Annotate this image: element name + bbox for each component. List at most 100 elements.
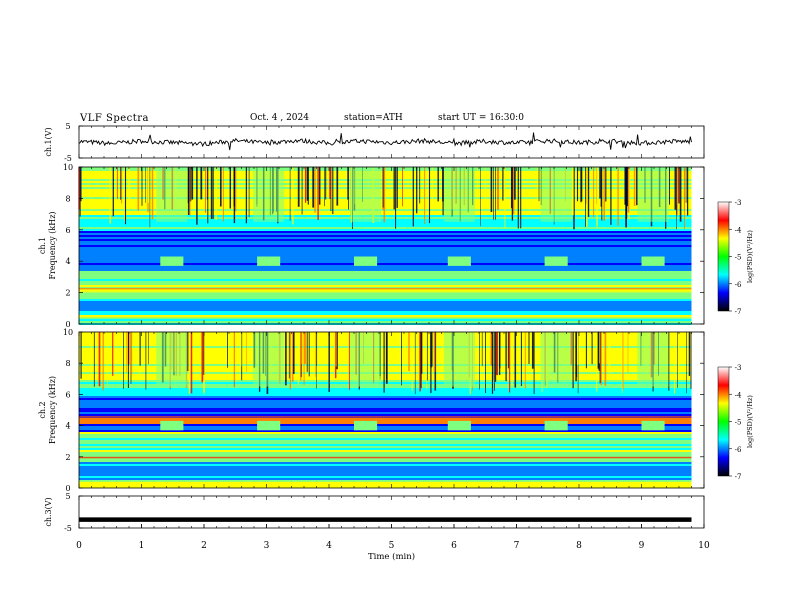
spectrogram-row	[79, 285, 692, 287]
ch1-voltage-panel: 5 -5 ch.1(V)	[44, 122, 705, 163]
spectrogram-row	[79, 195, 692, 197]
spectrogram-row	[79, 229, 692, 231]
figure-title: VLF Spectra	[80, 113, 150, 124]
burst-glow	[253, 167, 285, 222]
spectrogram-row	[79, 472, 692, 474]
y-tick-label: 6	[65, 226, 70, 235]
spectrogram-row	[79, 466, 692, 468]
spectrogram-row	[79, 187, 692, 189]
spectrogram-row	[79, 297, 692, 299]
burst-glow	[156, 167, 188, 222]
spectrogram-row	[79, 321, 692, 323]
burst-glow	[443, 332, 475, 387]
burst-glow	[253, 332, 285, 387]
y-tick-label: 5	[65, 122, 70, 131]
transmitter-burst	[160, 420, 184, 431]
spectrogram-row	[79, 432, 692, 434]
transmitter-burst	[544, 420, 568, 431]
spectrogram-row	[79, 239, 692, 241]
spectrogram-row	[79, 350, 692, 352]
spectrogram-row	[79, 438, 692, 440]
spectrogram-row	[79, 342, 692, 344]
spectrogram-row	[79, 410, 692, 412]
spectrogram-row	[79, 245, 692, 247]
header-station: station=ATH	[344, 113, 403, 123]
spectrogram-row	[79, 279, 692, 281]
spectrogram-row	[79, 360, 692, 362]
spectrogram-row	[79, 197, 692, 199]
spectrogram-row	[79, 217, 692, 219]
transmitter-burst	[354, 256, 378, 266]
y-tick-label: -5	[64, 154, 72, 163]
y-tick-label: 2	[65, 453, 70, 462]
spectrogram-row	[79, 344, 692, 346]
y-axis-label: ch.1(V)	[44, 127, 53, 156]
spectrogram-row	[79, 179, 692, 181]
spectrogram-row	[79, 486, 692, 488]
spectrogram-row	[79, 209, 692, 211]
spectrogram-row	[79, 400, 692, 402]
x-tick-label: 0	[76, 541, 82, 551]
y-tick-label: 0	[65, 320, 70, 329]
colorbar-label: log(PSD)(V²/Hz)	[746, 395, 754, 448]
spectrogram-row	[79, 376, 692, 378]
spectrogram-row	[79, 484, 692, 486]
spectrogram-row	[79, 454, 692, 456]
spectrogram-row	[79, 305, 692, 307]
spectrogram-row	[79, 171, 692, 173]
spectrogram-row	[79, 406, 692, 408]
spectrogram-row	[79, 464, 692, 466]
spectrogram-row	[79, 207, 692, 209]
spectrogram-row	[79, 225, 692, 227]
spectrogram-row	[79, 203, 692, 205]
narrowband-line	[79, 287, 692, 290]
colorbar-tick-label: -4	[735, 226, 742, 234]
burst-glow	[350, 167, 382, 222]
transmitter-burst	[447, 256, 471, 266]
spectrogram-row	[79, 301, 692, 303]
spectrogram-row	[79, 319, 692, 321]
spectrogram-row	[79, 227, 692, 229]
spectrogram-row	[79, 173, 692, 175]
spectrogram-row	[79, 231, 692, 233]
spectrogram-row	[79, 352, 692, 354]
spectrogram-row	[79, 442, 692, 444]
y-axis-label: ch.1	[38, 237, 47, 254]
transmitter-burst	[447, 420, 471, 431]
panel-frame	[78, 495, 705, 529]
narrowband-line	[79, 481, 692, 484]
colorbar-gradient	[717, 366, 730, 477]
spectrogram-row	[79, 424, 692, 426]
spectrogram-row	[79, 382, 692, 384]
header-date: Oct. 4 , 2024	[250, 113, 309, 123]
colorbar-tick-label: -4	[735, 391, 742, 399]
spectrogram-row	[79, 213, 692, 215]
x-tick-label: 4	[326, 541, 332, 551]
spectrogram-row	[79, 370, 692, 372]
spectrogram-row	[79, 470, 692, 472]
colorbar-tick-label: -6	[735, 446, 742, 454]
colorbar-tick-label: -5	[735, 254, 742, 262]
spectrogram-row	[79, 313, 692, 315]
spectrogram-row	[79, 283, 692, 285]
x-tick-label: 7	[514, 541, 520, 551]
spectrogram-row	[79, 378, 692, 380]
colorbar-tick-label: -3	[735, 364, 742, 372]
spectrogram-row	[79, 277, 692, 279]
spectrogram-row	[79, 311, 692, 313]
spectrogram-row	[79, 249, 692, 251]
spectrogram-row	[79, 338, 692, 340]
spectrogram-row	[79, 404, 692, 406]
spectrogram-row	[79, 394, 692, 396]
burst-glow	[540, 167, 572, 222]
spectrogram-row	[79, 388, 692, 390]
y-tick-label: 4	[65, 257, 70, 266]
spectrogram-row	[79, 317, 692, 319]
spectrogram-row	[79, 253, 692, 255]
y-tick-label: 2	[65, 289, 70, 298]
spectrogram-row	[79, 243, 692, 245]
spectrogram-row	[79, 332, 692, 334]
narrowband-line	[79, 316, 692, 318]
transmitter-burst	[544, 256, 568, 266]
spectrogram-row	[79, 167, 692, 169]
